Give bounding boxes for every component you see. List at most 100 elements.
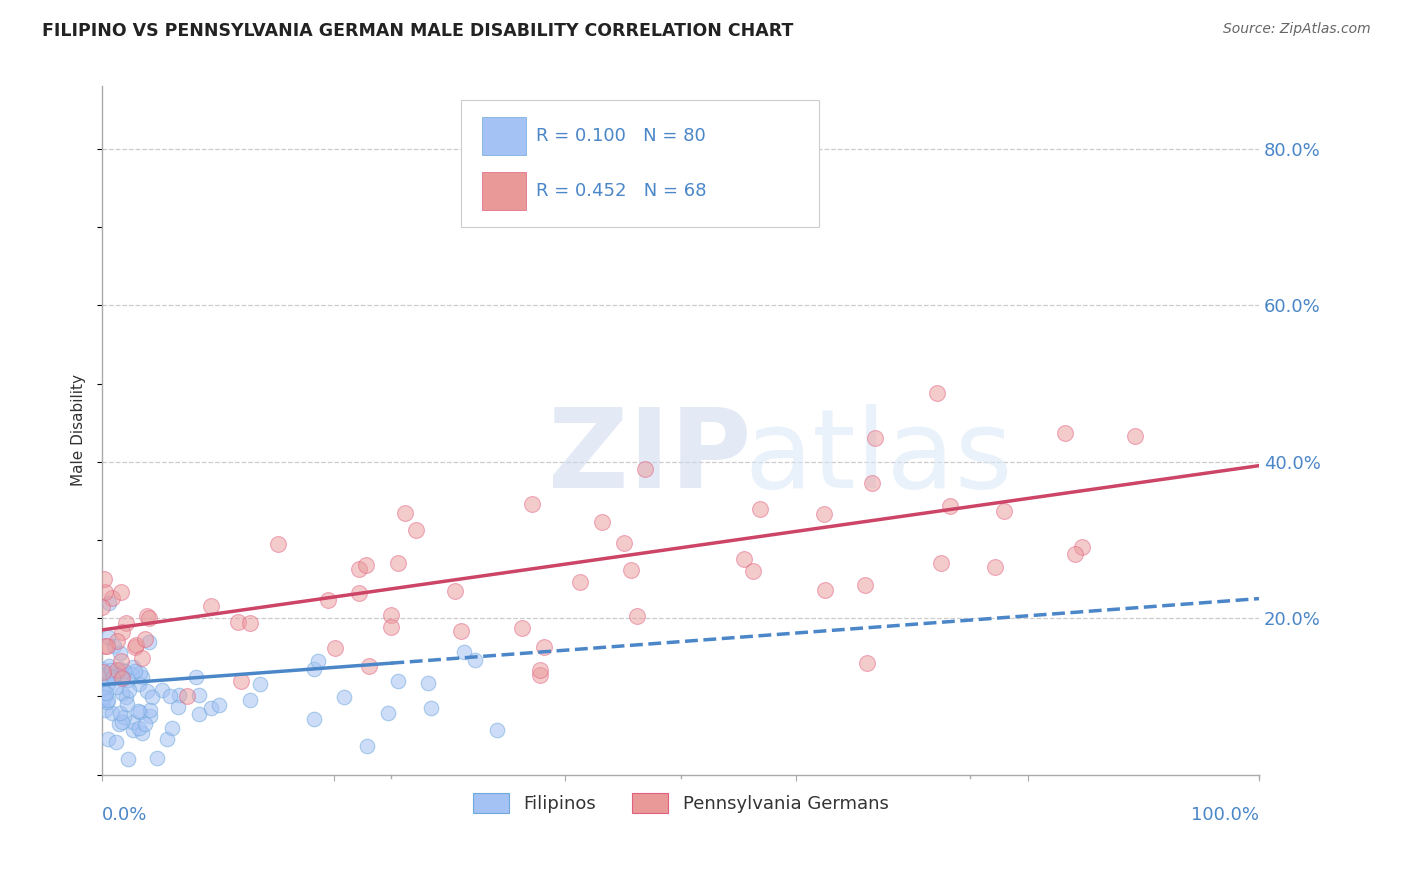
Point xyxy=(813,507,835,521)
Point xyxy=(105,633,128,648)
Point xyxy=(267,537,290,551)
Point xyxy=(121,723,143,737)
Point xyxy=(520,497,543,511)
Point xyxy=(115,690,138,704)
Point xyxy=(96,639,118,653)
Point xyxy=(860,475,883,490)
Point xyxy=(136,609,159,624)
Point xyxy=(134,632,156,646)
Point xyxy=(97,666,120,681)
Point xyxy=(634,461,657,475)
Point xyxy=(929,556,952,570)
Point xyxy=(97,630,120,644)
Point xyxy=(112,710,135,724)
Point xyxy=(110,654,132,668)
Point xyxy=(97,693,120,707)
Point xyxy=(356,739,378,753)
Point xyxy=(131,726,153,740)
Point xyxy=(94,690,117,705)
Point xyxy=(187,688,209,702)
Point xyxy=(993,504,1015,518)
Point xyxy=(139,709,162,723)
Point xyxy=(103,640,125,654)
Point xyxy=(416,675,439,690)
Point xyxy=(122,660,145,674)
Point xyxy=(108,716,131,731)
Point xyxy=(138,634,160,648)
Text: FILIPINO VS PENNSYLVANIA GERMAN MALE DISABILITY CORRELATION CHART: FILIPINO VS PENNSYLVANIA GERMAN MALE DIS… xyxy=(42,22,793,40)
Point xyxy=(200,701,222,715)
Point xyxy=(94,639,117,653)
Text: 0.0%: 0.0% xyxy=(103,805,148,823)
Point xyxy=(128,721,150,735)
Point xyxy=(249,677,271,691)
Point xyxy=(111,624,134,639)
Point xyxy=(156,732,179,747)
Point xyxy=(105,663,128,677)
Text: atlas: atlas xyxy=(744,404,1012,511)
Point xyxy=(127,704,149,718)
Point xyxy=(323,640,346,655)
Point xyxy=(146,751,169,765)
Point xyxy=(167,700,190,714)
Point xyxy=(103,671,125,685)
Point xyxy=(533,640,555,655)
Point xyxy=(742,564,765,578)
Point xyxy=(186,671,208,685)
Point xyxy=(93,685,115,699)
Point xyxy=(626,609,648,624)
Point xyxy=(91,692,114,706)
Point xyxy=(748,502,770,516)
Point xyxy=(453,645,475,659)
Point xyxy=(387,674,409,689)
Text: R = 0.100   N = 80: R = 0.100 N = 80 xyxy=(536,127,706,145)
Point xyxy=(124,665,146,679)
Point xyxy=(91,599,114,614)
Point xyxy=(863,432,886,446)
Point xyxy=(111,671,134,685)
Y-axis label: Male Disability: Male Disability xyxy=(72,375,86,486)
Point xyxy=(316,592,339,607)
Text: R = 0.452   N = 68: R = 0.452 N = 68 xyxy=(536,182,706,200)
Point xyxy=(347,586,370,600)
Point xyxy=(1054,426,1077,441)
Point xyxy=(115,697,138,711)
Point xyxy=(333,690,356,704)
Point xyxy=(91,667,114,681)
Point xyxy=(141,690,163,705)
Point xyxy=(733,552,755,566)
Point xyxy=(98,659,121,673)
Point xyxy=(855,577,877,591)
Point xyxy=(131,669,153,683)
Point xyxy=(187,707,209,722)
Point xyxy=(111,686,134,700)
Point xyxy=(96,695,118,709)
Point xyxy=(983,559,1005,574)
Point xyxy=(101,706,124,721)
Point xyxy=(419,700,441,714)
Point xyxy=(1123,429,1146,443)
Point xyxy=(226,615,249,629)
Point xyxy=(94,703,117,717)
Point xyxy=(122,714,145,729)
Point xyxy=(591,515,613,529)
Point xyxy=(160,721,183,735)
Point xyxy=(613,536,636,550)
Point xyxy=(138,611,160,625)
Point xyxy=(200,599,222,613)
Point xyxy=(529,663,551,677)
Point xyxy=(167,688,190,702)
Point xyxy=(111,671,134,685)
Point xyxy=(101,670,124,684)
Point xyxy=(128,705,150,719)
Point xyxy=(112,664,135,678)
Point xyxy=(136,684,159,698)
Point xyxy=(121,667,143,681)
Point xyxy=(450,624,472,638)
Point xyxy=(568,574,591,589)
Point xyxy=(117,752,139,766)
Point xyxy=(97,595,120,609)
Point xyxy=(93,572,115,586)
Point xyxy=(105,680,128,694)
Point xyxy=(304,662,326,676)
